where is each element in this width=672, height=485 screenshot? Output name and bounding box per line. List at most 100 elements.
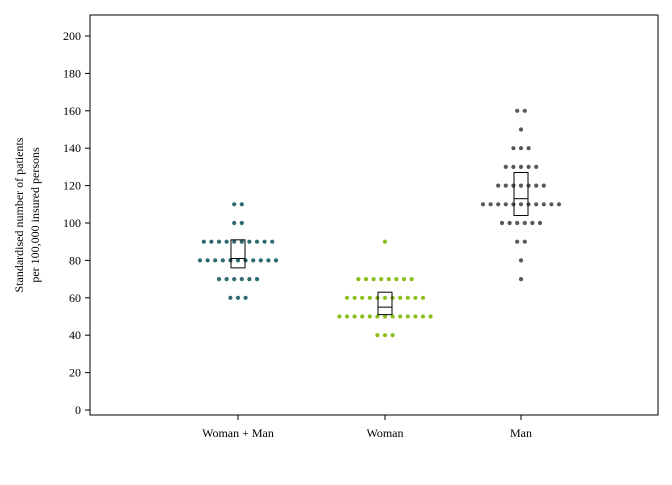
y-tick-label-40: 40 [69, 328, 81, 342]
data-point [367, 295, 372, 300]
data-point [405, 295, 410, 300]
data-point [375, 333, 380, 338]
data-point [511, 183, 516, 188]
data-point [405, 314, 410, 319]
iqr-box [230, 239, 246, 269]
data-point [216, 239, 222, 244]
data-point [235, 295, 241, 300]
data-point [413, 295, 418, 300]
x-tick-label-1: Woman [366, 426, 403, 440]
data-point [367, 314, 372, 319]
data-point [518, 164, 524, 169]
data-point [228, 295, 233, 300]
data-point [232, 277, 237, 282]
data-point [270, 239, 275, 244]
data-point [273, 258, 279, 263]
data-point [515, 108, 520, 113]
data-point [409, 277, 414, 282]
plot-frame [89, 14, 659, 416]
data-point [209, 239, 214, 244]
y-tick-label-120: 120 [63, 179, 81, 193]
data-point [522, 220, 527, 226]
data-point [394, 277, 399, 282]
data-point [526, 183, 531, 188]
data-point [352, 314, 357, 319]
data-point [352, 295, 357, 300]
data-point [526, 202, 531, 207]
data-point [337, 314, 342, 319]
data-point [390, 333, 395, 338]
data-point [262, 239, 267, 244]
data-point [496, 183, 501, 188]
data-point [503, 202, 508, 207]
data-point [518, 183, 524, 188]
data-point [247, 277, 252, 282]
data-point [515, 239, 520, 244]
x-tick-label-2: Man [510, 426, 532, 440]
data-point [382, 295, 388, 300]
data-point [360, 295, 365, 300]
y-axis-label-line-2: per 100,000 insured persons [28, 147, 42, 283]
data-point [344, 295, 350, 300]
x-axis: Woman + Man Woman Man [202, 415, 532, 440]
data-point [503, 164, 508, 169]
data-point [511, 202, 516, 207]
data-point [232, 239, 237, 244]
data-point [239, 277, 244, 282]
data-point [216, 277, 222, 282]
data-point [515, 220, 520, 226]
series-2 [480, 108, 562, 282]
data-point [503, 183, 508, 188]
data-point [507, 220, 512, 226]
data-point [526, 164, 531, 169]
series-0 [197, 202, 279, 300]
data-point [518, 258, 524, 263]
data-point [363, 277, 369, 282]
data-point [386, 277, 391, 282]
y-tick-label-100: 100 [63, 216, 81, 230]
data-point [220, 258, 225, 263]
data-point [398, 314, 403, 319]
data-point [201, 239, 206, 244]
data-point [243, 295, 248, 300]
data-point [511, 146, 516, 151]
data-point [344, 314, 350, 319]
data-point [254, 239, 260, 244]
y-tick-label-20: 20 [69, 366, 81, 380]
y-tick-label-180: 180 [63, 66, 81, 80]
data-point [197, 258, 203, 263]
data-point [534, 164, 539, 169]
data-point [266, 258, 271, 263]
data-point [224, 239, 229, 244]
y-tick-label-200: 200 [63, 29, 81, 43]
data-point [518, 202, 524, 207]
data-point [205, 258, 210, 263]
data-point [420, 314, 426, 319]
data-point [522, 239, 527, 244]
y-tick-label-160: 160 [63, 104, 81, 118]
data-point [537, 220, 543, 226]
data-point [239, 202, 244, 207]
data-point [518, 146, 524, 151]
data-point [371, 277, 376, 282]
data-point [382, 239, 388, 244]
data-point [413, 314, 418, 319]
data-point [251, 258, 256, 263]
data-point [541, 202, 546, 207]
data-point [235, 258, 241, 263]
data-point [239, 220, 244, 226]
data-point [213, 258, 218, 263]
data-point [390, 295, 395, 300]
data-point [549, 202, 554, 207]
data-point [375, 314, 380, 319]
data-point [247, 239, 252, 244]
data-point [356, 277, 361, 282]
data-point [398, 295, 403, 300]
data-point [556, 202, 562, 207]
data-point [379, 277, 384, 282]
data-point [375, 295, 380, 300]
data-point [522, 108, 527, 113]
data-point [428, 314, 433, 319]
